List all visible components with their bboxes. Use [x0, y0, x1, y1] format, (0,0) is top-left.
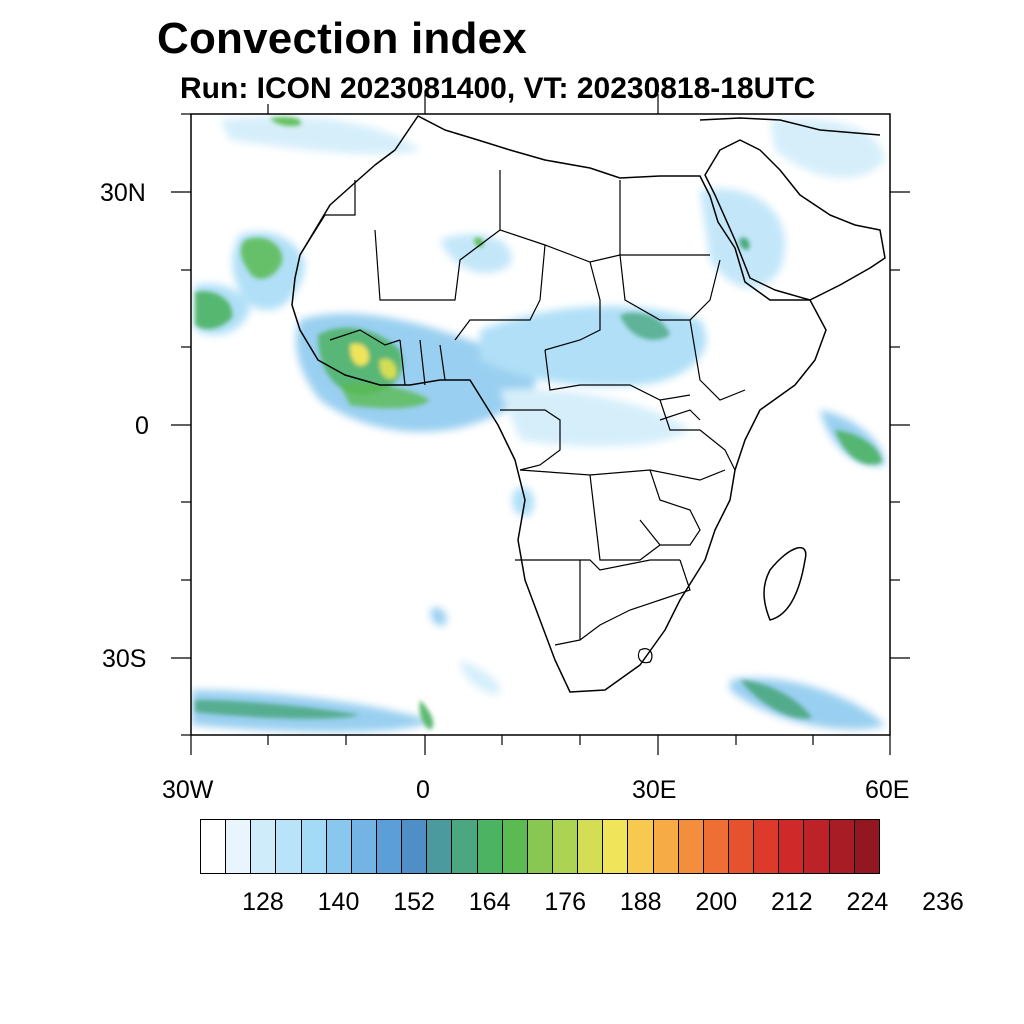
- colorbar-swatch: [452, 820, 478, 873]
- colorbar-swatch: [754, 820, 780, 873]
- lon-label-30e: 30E: [632, 776, 677, 804]
- colorbar-swatch: [376, 820, 403, 873]
- colorbar-swatch: [276, 820, 302, 873]
- colorbar-swatch: [578, 820, 604, 873]
- lon-label-0: 0: [416, 776, 430, 804]
- colorbar-tick-label: 236: [922, 888, 964, 916]
- lat-label-30n: 30N: [100, 179, 146, 207]
- colorbar-swatch: [829, 820, 855, 873]
- colorbar-tick-label: 188: [619, 888, 662, 916]
- convection-map: [171, 94, 910, 755]
- colorbar-tick-label: 224: [846, 888, 889, 916]
- colorbar-swatch: [502, 820, 528, 873]
- map-title: Convection index: [157, 14, 527, 63]
- colorbar-tick-label: 212: [770, 888, 813, 916]
- colorbar-swatch: [653, 820, 679, 873]
- colorbar-swatch: [351, 820, 377, 873]
- colorbar-swatch: [678, 820, 704, 873]
- colorbar-tick-label: 152: [393, 888, 435, 916]
- colorbar-swatch: [527, 820, 553, 873]
- lon-label-30w: 30W: [162, 776, 214, 804]
- lon-label-60e: 60E: [865, 776, 910, 804]
- colorbar-tick-label: 176: [544, 888, 587, 916]
- colorbar: [200, 819, 880, 874]
- colorbar-tick-label: 200: [695, 888, 738, 916]
- colorbar-swatch: [628, 820, 654, 873]
- colorbar-swatch: [552, 820, 579, 873]
- colorbar-swatch: [804, 820, 830, 873]
- colorbar-swatch: [779, 820, 805, 873]
- colorbar-swatch: [226, 820, 252, 873]
- colorbar-swatch: [326, 820, 352, 873]
- country-borders: [299, 170, 746, 664]
- colorbar-tick-label: 140: [317, 888, 360, 916]
- colorbar-swatch: [301, 820, 327, 873]
- lat-label-30s: 30S: [102, 645, 147, 673]
- lat-label-0: 0: [135, 412, 149, 440]
- colorbar-swatch: [728, 820, 755, 873]
- axis-ticks: [171, 94, 910, 755]
- colorbar-swatch: [427, 820, 453, 873]
- map-subtitle: Run: ICON 2023081400, VT: 20230818-18UTC: [180, 72, 816, 105]
- colorbar-tick-label: 164: [468, 888, 511, 916]
- colorbar-swatch: [854, 820, 879, 873]
- colorbar-swatch: [402, 820, 428, 873]
- colorbar-swatch: [477, 820, 503, 873]
- colorbar-swatch: [201, 820, 227, 873]
- colorbar-swatch: [603, 820, 629, 873]
- colorbar-tick-label: 128: [242, 888, 284, 916]
- coastlines: [291, 115, 886, 693]
- colorbar-swatch: [703, 820, 729, 873]
- convection-shading: [192, 116, 885, 732]
- colorbar-swatch: [251, 820, 277, 873]
